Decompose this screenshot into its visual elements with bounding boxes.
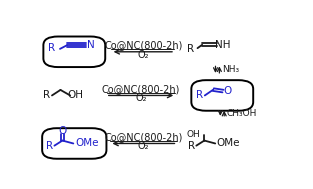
Text: NH₃: NH₃ (222, 65, 239, 74)
Text: OH: OH (186, 129, 200, 139)
Text: R: R (188, 141, 195, 151)
Text: R: R (43, 90, 50, 100)
FancyBboxPatch shape (44, 36, 105, 67)
Text: OMe: OMe (75, 139, 98, 149)
Text: R: R (187, 44, 194, 54)
Text: O₂: O₂ (138, 50, 149, 60)
Text: R: R (49, 43, 55, 53)
Text: N: N (87, 40, 95, 50)
Text: OH: OH (68, 90, 84, 100)
Text: O: O (223, 86, 232, 96)
Text: O₂: O₂ (138, 141, 149, 151)
Text: NH: NH (215, 40, 230, 50)
FancyBboxPatch shape (191, 80, 253, 111)
Text: OMe: OMe (216, 139, 240, 149)
Text: CH₃OH: CH₃OH (226, 109, 257, 118)
Text: O₂: O₂ (135, 93, 147, 103)
Text: R: R (196, 90, 203, 100)
FancyBboxPatch shape (42, 128, 106, 159)
Text: Co@NC(800-2h): Co@NC(800-2h) (104, 40, 182, 50)
Text: Co@NC(800-2h): Co@NC(800-2h) (102, 84, 180, 94)
Text: R: R (46, 141, 53, 151)
Text: O: O (58, 126, 67, 136)
Text: Co@NC(800-2h): Co@NC(800-2h) (104, 132, 182, 142)
